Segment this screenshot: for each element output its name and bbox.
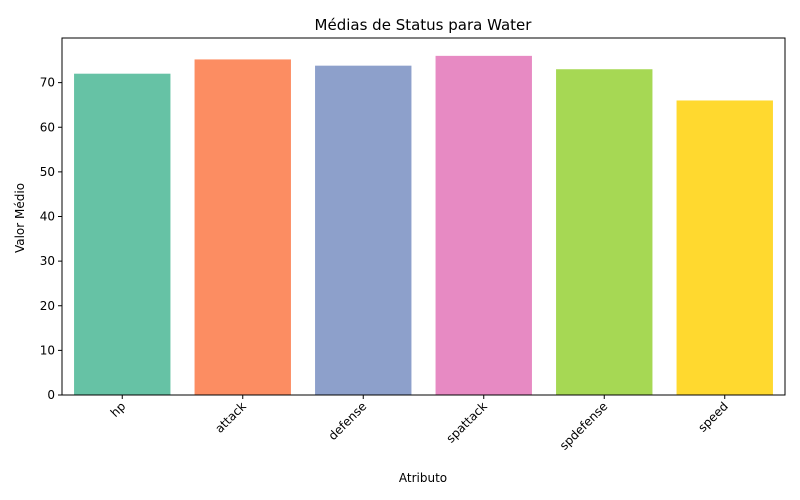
y-tick-label: 50: [40, 165, 55, 179]
bar-spdefense: [556, 69, 653, 396]
y-tick-label: 0: [47, 388, 55, 402]
bar-hp: [74, 73, 171, 395]
y-tick-label: 20: [40, 299, 55, 313]
chart-title: Médias de Status para Water: [315, 16, 533, 34]
y-axis-ticks: 0 10 20 30 40 50 60 70: [40, 76, 62, 402]
y-tick-label: 40: [40, 210, 55, 224]
bar-defense: [315, 65, 412, 395]
y-tick-label: 70: [40, 76, 55, 90]
x-axis-label: Atributo: [399, 471, 447, 485]
y-tick-label: 30: [40, 254, 55, 268]
y-axis-label: Valor Médio: [13, 183, 27, 253]
plot-frame: [61, 37, 786, 396]
y-tick-label: 60: [40, 120, 55, 134]
bar-attack: [194, 59, 291, 396]
bars-group: [74, 55, 773, 396]
y-tick-label: 10: [40, 343, 55, 357]
bar-speed: [676, 100, 773, 395]
bar-spattack: [435, 55, 532, 395]
